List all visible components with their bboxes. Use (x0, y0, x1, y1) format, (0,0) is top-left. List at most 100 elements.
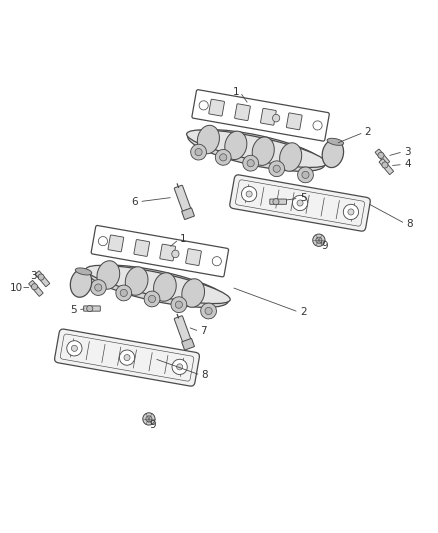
Ellipse shape (75, 268, 92, 275)
FancyBboxPatch shape (192, 90, 329, 141)
Circle shape (212, 256, 221, 266)
Circle shape (201, 303, 216, 319)
FancyBboxPatch shape (375, 149, 389, 165)
Ellipse shape (182, 279, 205, 307)
Circle shape (273, 199, 279, 205)
Circle shape (38, 274, 44, 280)
FancyBboxPatch shape (29, 280, 43, 296)
Circle shape (95, 284, 102, 291)
Circle shape (177, 364, 183, 370)
Circle shape (67, 341, 82, 356)
FancyBboxPatch shape (182, 208, 194, 220)
FancyBboxPatch shape (379, 159, 393, 174)
FancyBboxPatch shape (174, 185, 191, 212)
Circle shape (219, 154, 227, 161)
Circle shape (269, 161, 285, 176)
Circle shape (293, 196, 307, 211)
Circle shape (90, 280, 106, 295)
Circle shape (99, 237, 107, 246)
Circle shape (124, 354, 130, 361)
FancyBboxPatch shape (261, 108, 276, 125)
Ellipse shape (322, 140, 343, 167)
Circle shape (378, 152, 384, 158)
Circle shape (297, 167, 314, 183)
Text: 3: 3 (404, 147, 411, 157)
FancyBboxPatch shape (160, 244, 176, 261)
Ellipse shape (87, 265, 229, 308)
Circle shape (195, 149, 202, 156)
Ellipse shape (279, 143, 302, 171)
FancyBboxPatch shape (91, 225, 229, 277)
FancyBboxPatch shape (186, 249, 201, 265)
Circle shape (71, 345, 78, 351)
Ellipse shape (187, 130, 325, 171)
Text: 6: 6 (131, 197, 138, 207)
Circle shape (343, 204, 359, 220)
Circle shape (382, 162, 388, 168)
Circle shape (205, 308, 212, 314)
Ellipse shape (125, 266, 148, 295)
Ellipse shape (252, 137, 274, 165)
FancyBboxPatch shape (286, 113, 302, 130)
Text: 5: 5 (70, 305, 77, 316)
Text: 9: 9 (149, 420, 156, 430)
Text: 2: 2 (300, 307, 307, 317)
Circle shape (172, 359, 187, 375)
Text: 1: 1 (180, 235, 187, 244)
Circle shape (116, 285, 132, 301)
Circle shape (215, 149, 231, 165)
Circle shape (241, 187, 257, 201)
Text: 2: 2 (364, 127, 371, 138)
Circle shape (143, 413, 155, 425)
FancyBboxPatch shape (35, 271, 49, 287)
Ellipse shape (327, 138, 344, 146)
Circle shape (273, 165, 280, 172)
Ellipse shape (86, 265, 230, 304)
Ellipse shape (187, 130, 327, 167)
Text: 10: 10 (10, 282, 23, 293)
Circle shape (302, 171, 309, 179)
Ellipse shape (97, 261, 120, 289)
FancyBboxPatch shape (174, 316, 191, 343)
Ellipse shape (225, 131, 247, 159)
Ellipse shape (272, 114, 280, 122)
FancyBboxPatch shape (108, 235, 124, 252)
Circle shape (146, 416, 152, 422)
Circle shape (144, 291, 160, 307)
FancyBboxPatch shape (270, 199, 286, 204)
FancyBboxPatch shape (55, 329, 199, 386)
Circle shape (297, 200, 303, 206)
Circle shape (191, 144, 206, 160)
Ellipse shape (172, 250, 179, 258)
FancyBboxPatch shape (230, 175, 370, 231)
Text: 3: 3 (30, 271, 37, 281)
Circle shape (199, 101, 208, 110)
Ellipse shape (198, 125, 219, 154)
Text: 7: 7 (200, 326, 207, 336)
Circle shape (247, 159, 254, 167)
Text: 8: 8 (406, 219, 413, 229)
Circle shape (171, 297, 187, 312)
Text: 1: 1 (232, 87, 239, 97)
Text: 5: 5 (300, 193, 307, 203)
FancyBboxPatch shape (84, 306, 100, 311)
Circle shape (313, 234, 325, 246)
Circle shape (243, 155, 258, 171)
FancyBboxPatch shape (209, 99, 224, 116)
Circle shape (316, 237, 322, 243)
FancyBboxPatch shape (182, 338, 194, 350)
Circle shape (246, 191, 252, 197)
Ellipse shape (154, 273, 176, 301)
Circle shape (120, 289, 127, 296)
Ellipse shape (71, 269, 92, 297)
Text: 8: 8 (201, 370, 208, 380)
Text: 9: 9 (321, 241, 328, 252)
FancyBboxPatch shape (235, 104, 251, 120)
Circle shape (348, 209, 354, 215)
FancyBboxPatch shape (134, 239, 150, 256)
Circle shape (32, 284, 38, 290)
Circle shape (120, 350, 134, 365)
Circle shape (148, 295, 155, 303)
Circle shape (313, 121, 322, 130)
Text: 4: 4 (404, 159, 411, 169)
